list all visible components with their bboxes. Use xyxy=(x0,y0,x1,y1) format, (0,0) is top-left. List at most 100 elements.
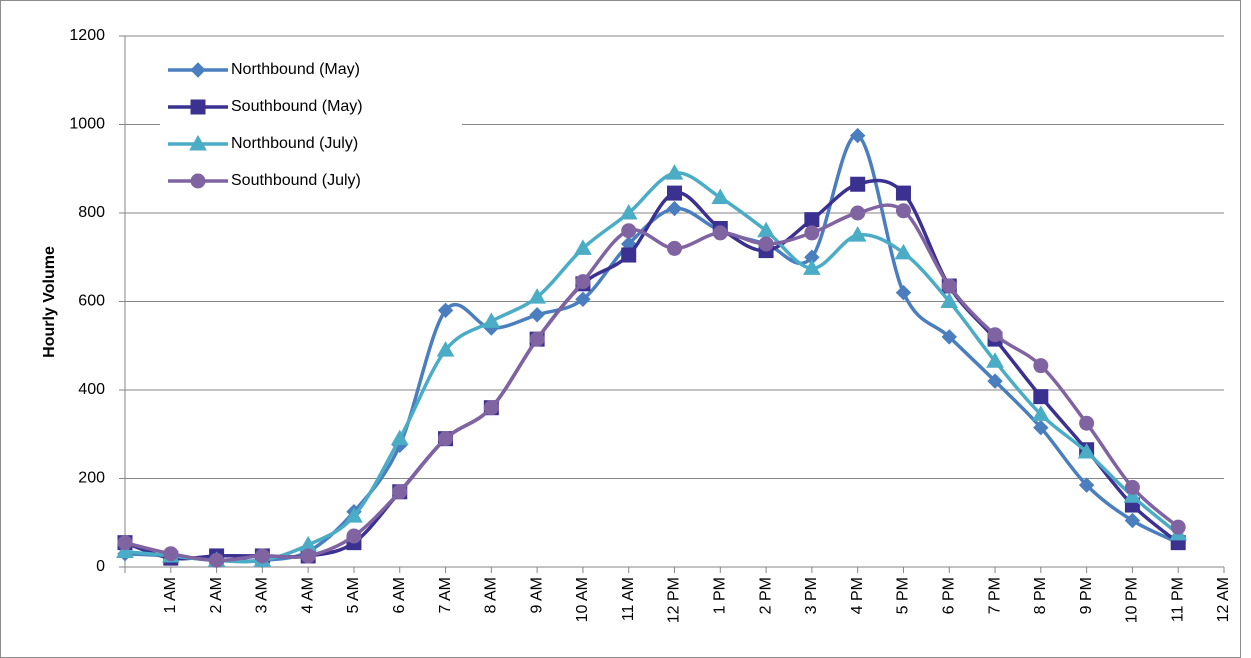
x-tick-label: 9 AM xyxy=(528,577,545,613)
data-point xyxy=(848,226,867,242)
legend-marker xyxy=(190,99,206,115)
x-tick-label: 10 PM xyxy=(1124,577,1141,623)
data-point xyxy=(1033,419,1049,436)
x-tick-label: 4 AM xyxy=(299,577,316,613)
data-point xyxy=(1079,415,1095,431)
y-tick-label: 1000 xyxy=(69,116,105,133)
data-point xyxy=(438,431,454,447)
legend-label: Northbound (July) xyxy=(231,135,358,152)
data-point xyxy=(711,188,730,205)
data-point xyxy=(667,240,682,256)
data-point xyxy=(529,307,545,323)
data-point xyxy=(941,329,957,345)
data-point xyxy=(209,552,225,568)
data-point xyxy=(621,247,637,263)
x-tick-label: 7 AM xyxy=(437,577,454,613)
data-point xyxy=(1031,405,1050,421)
data-point xyxy=(300,548,316,564)
data-point xyxy=(619,203,638,220)
data-point xyxy=(254,548,270,564)
data-point xyxy=(804,225,820,241)
data-point xyxy=(163,546,179,562)
data-point xyxy=(850,205,866,221)
legend-marker xyxy=(190,173,206,189)
y-tick-label: 200 xyxy=(78,470,105,487)
data-point xyxy=(665,164,684,180)
x-tick-label: 10 AM xyxy=(574,577,591,622)
x-tick-label: 6 PM xyxy=(940,577,957,614)
x-tick-label: 8 AM xyxy=(483,577,500,613)
x-tick-label: 6 AM xyxy=(391,577,408,613)
x-tick-label: 5 AM xyxy=(345,577,362,613)
data-point xyxy=(390,429,409,446)
data-point xyxy=(850,176,866,192)
data-point xyxy=(116,542,134,559)
data-point xyxy=(849,127,866,144)
data-point xyxy=(482,312,501,328)
y-tick-label: 400 xyxy=(78,381,105,398)
data-point xyxy=(940,292,959,308)
data-point xyxy=(712,225,728,241)
data-point xyxy=(895,185,911,201)
y-tick-label: 1200 xyxy=(69,27,105,44)
data-point xyxy=(894,243,913,260)
x-tick-label: 4 PM xyxy=(849,577,866,614)
data-point xyxy=(1124,479,1140,495)
x-tick-label: 9 PM xyxy=(1078,577,1095,614)
x-tick-label: 7 PM xyxy=(986,577,1003,614)
data-point xyxy=(575,274,591,290)
data-point xyxy=(621,223,637,239)
data-point xyxy=(1170,519,1186,535)
x-tick-label: 2 AM xyxy=(208,577,225,613)
x-tick-label: 3 AM xyxy=(254,577,271,613)
x-tick-label: 12 PM xyxy=(666,577,683,623)
legend: Northbound (May) Southbound (May) Northbou… xyxy=(160,50,462,208)
data-point xyxy=(1033,389,1049,405)
y-tick-label: 600 xyxy=(78,293,105,310)
data-point xyxy=(1033,358,1049,374)
data-point xyxy=(758,236,774,252)
data-point xyxy=(392,484,408,500)
data-point xyxy=(437,302,454,319)
legend-marker xyxy=(189,134,207,151)
data-point xyxy=(574,239,592,255)
legend-marker xyxy=(190,62,206,78)
x-tick-label: 12 AM xyxy=(1215,577,1232,622)
y-tick-label: 0 xyxy=(96,558,105,575)
data-point xyxy=(483,400,499,416)
data-point xyxy=(575,291,591,307)
data-point xyxy=(895,203,911,219)
data-point xyxy=(528,288,546,304)
y-axis-label: Hourly Volume xyxy=(41,246,58,358)
data-point xyxy=(117,535,133,551)
data-point xyxy=(987,327,1003,343)
data-point xyxy=(987,373,1003,389)
data-point xyxy=(1124,512,1141,529)
data-point xyxy=(436,341,455,357)
data-point xyxy=(1078,477,1095,493)
x-tick-label: 3 PM xyxy=(803,577,820,614)
data-point xyxy=(1077,442,1096,459)
data-point xyxy=(529,331,545,347)
x-tick-label: 5 PM xyxy=(895,577,912,614)
x-tick-label: 2 PM xyxy=(757,577,774,614)
x-tick-label: 1 PM xyxy=(712,577,729,614)
data-point xyxy=(941,278,957,294)
data-point xyxy=(986,352,1004,368)
legend-label: Southbound (May) xyxy=(231,98,363,115)
y-tick-label: 800 xyxy=(78,204,105,221)
data-point xyxy=(345,507,363,523)
data-point xyxy=(666,200,683,217)
legend-label: Northbound (May) xyxy=(231,61,360,78)
x-tick-label: 11 PM xyxy=(1169,577,1186,622)
data-point xyxy=(1123,487,1142,503)
data-point xyxy=(895,284,912,301)
data-point xyxy=(667,185,682,201)
x-tick-label: 8 PM xyxy=(1032,577,1049,614)
legend-label: Southbound (July) xyxy=(231,172,361,189)
data-point xyxy=(803,259,821,275)
data-point xyxy=(804,212,820,228)
x-tick-label: 11 AM xyxy=(620,577,637,621)
x-tick-label: 1 AM xyxy=(162,577,179,613)
